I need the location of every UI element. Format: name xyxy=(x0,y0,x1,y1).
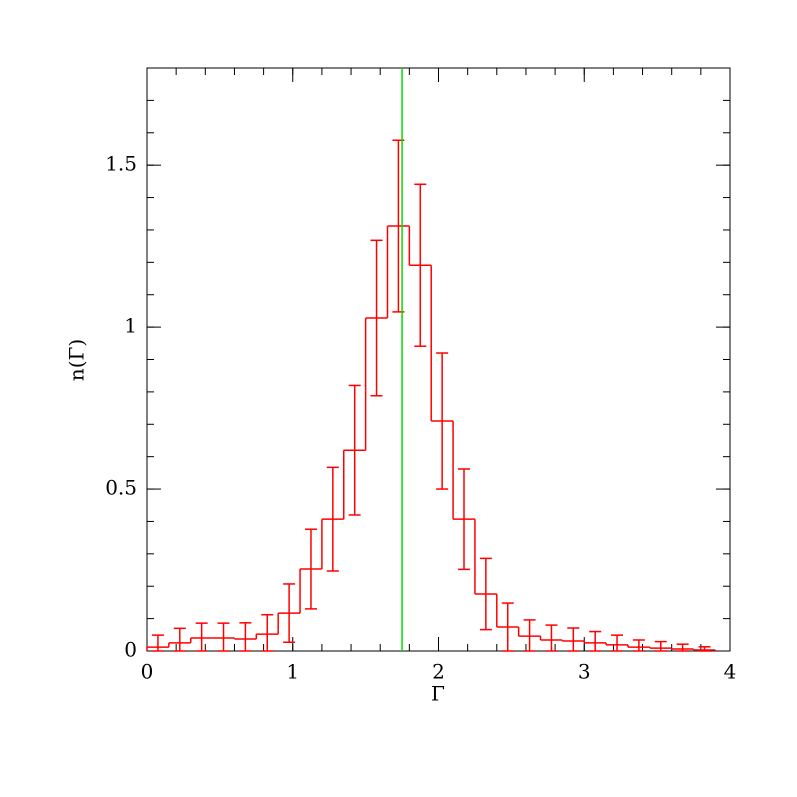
x-tick-label: 4 xyxy=(724,660,737,684)
y-tick-label: 1 xyxy=(124,314,137,338)
x-tick-label: 1 xyxy=(286,660,299,684)
y-tick-label: 1.5 xyxy=(105,152,137,176)
x-tick-label: 3 xyxy=(578,660,591,684)
y-axis-label: n(Γ) xyxy=(65,339,89,381)
plot-frame xyxy=(146,67,731,652)
y-tick-label: 0 xyxy=(124,638,137,662)
x-tick-label: 2 xyxy=(432,660,445,684)
x-axis-label: Γ xyxy=(431,682,445,706)
x-tick-label: 0 xyxy=(141,660,154,684)
y-tick-label: 0.5 xyxy=(105,476,137,500)
